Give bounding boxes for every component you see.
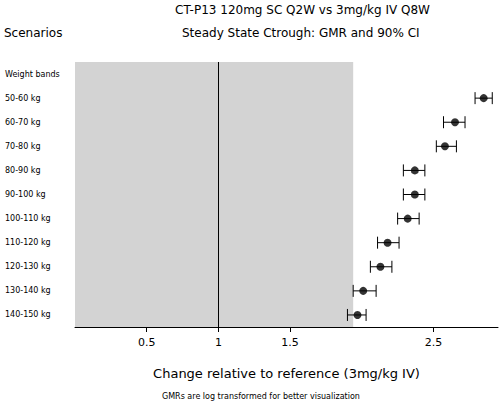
svg-text:2.5: 2.5 [425, 336, 443, 349]
svg-text:1: 1 [215, 336, 222, 349]
svg-text:GMRs are log transformed for b: GMRs are log transformed for better visu… [162, 392, 360, 401]
svg-text:110-120 kg: 110-120 kg [5, 238, 51, 247]
svg-text:100-110 kg: 100-110 kg [5, 214, 51, 223]
svg-text:60-70 kg: 60-70 kg [5, 118, 41, 127]
svg-text:70-80 kg: 70-80 kg [5, 142, 41, 151]
svg-text:120-130 kg: 120-130 kg [5, 262, 51, 271]
svg-text:80-90 kg: 80-90 kg [5, 166, 41, 175]
svg-text:50-60 kg: 50-60 kg [5, 94, 41, 103]
svg-text:0.5: 0.5 [138, 336, 156, 349]
svg-text:1.5: 1.5 [281, 336, 299, 349]
svg-text:Weight bands: Weight bands [5, 70, 60, 79]
svg-text:CT-P13 120mg SC Q2W vs 3mg/kg: CT-P13 120mg SC Q2W vs 3mg/kg IV Q8W [175, 3, 430, 17]
svg-text:Scenarios: Scenarios [4, 26, 62, 40]
svg-text:Steady State Ctrough: GMR and: Steady State Ctrough: GMR and 90% CI [182, 26, 420, 40]
svg-text:Change relative to reference (: Change relative to reference (3mg/kg IV) [153, 366, 420, 381]
svg-text:90-100 kg: 90-100 kg [5, 190, 46, 199]
svg-text:130-140 kg: 130-140 kg [5, 286, 51, 295]
svg-text:140-150 kg: 140-150 kg [5, 310, 51, 319]
